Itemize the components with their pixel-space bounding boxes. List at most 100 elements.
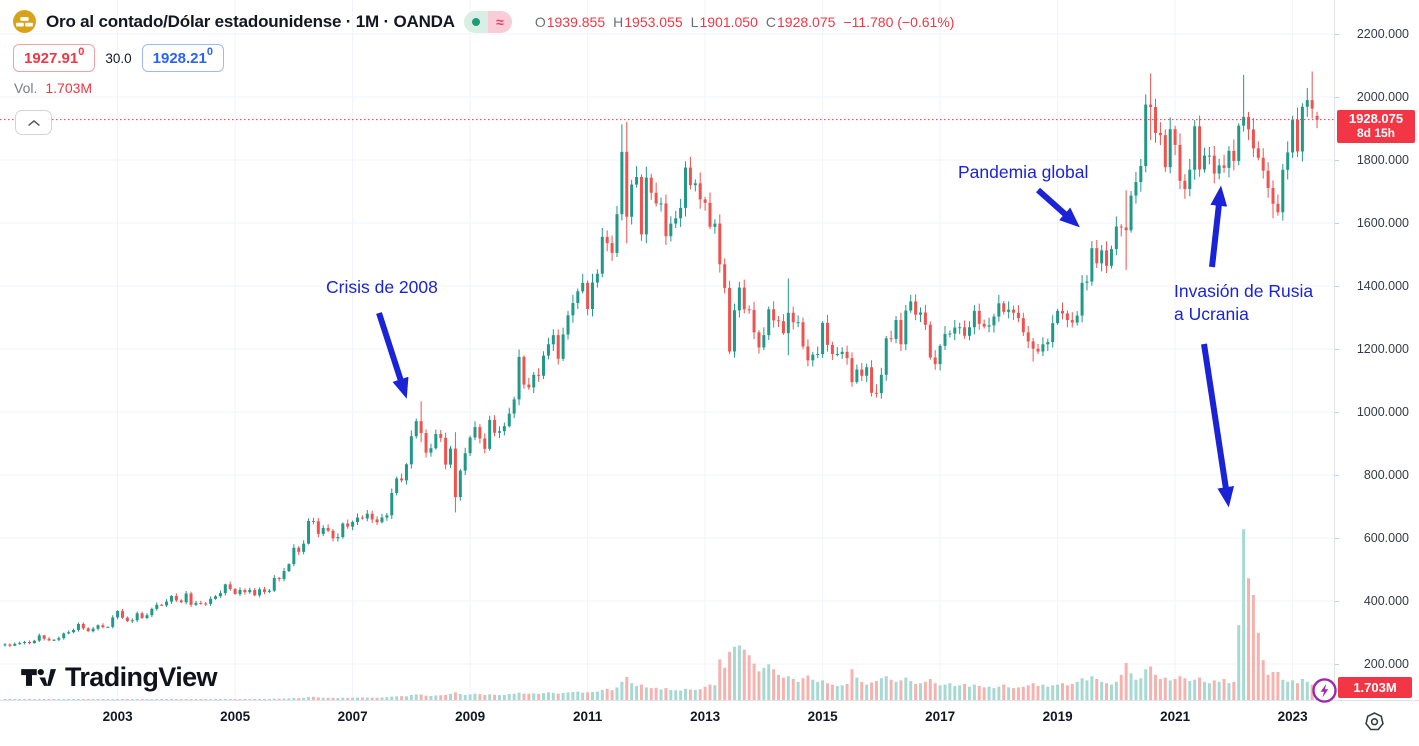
candle[interactable] — [718, 214, 722, 273]
volume-bar[interactable] — [723, 667, 727, 700]
volume-bar[interactable] — [106, 699, 110, 700]
annotation-text-pandemia-global[interactable]: Pandemia global — [958, 161, 1088, 184]
volume-bar[interactable] — [409, 694, 413, 700]
candle[interactable] — [370, 510, 374, 524]
volume-bar[interactable] — [630, 683, 634, 700]
candle[interactable] — [145, 613, 149, 620]
volume-bar[interactable] — [615, 687, 619, 700]
volume-bar[interactable] — [781, 677, 785, 700]
annotation-text-invasion-rusia-ucrania[interactable]: Invasión de Rusia a Ucrania — [1174, 280, 1313, 326]
candle[interactable] — [52, 639, 56, 642]
candle[interactable] — [321, 525, 325, 537]
volume-bar[interactable] — [590, 691, 594, 700]
candle[interactable] — [404, 463, 408, 485]
candle[interactable] — [527, 377, 531, 390]
volume-bar[interactable] — [262, 698, 266, 700]
volume-bar[interactable] — [762, 667, 766, 700]
volume-bar[interactable] — [292, 697, 296, 700]
candle[interactable] — [855, 364, 859, 384]
volume-bar[interactable] — [610, 690, 614, 700]
volume-bar[interactable] — [370, 697, 374, 700]
volume-bar[interactable] — [889, 679, 893, 700]
candle[interactable] — [723, 258, 727, 294]
candle[interactable] — [821, 321, 825, 358]
candle[interactable] — [933, 350, 937, 370]
settings-icon[interactable] — [1361, 709, 1388, 736]
candle[interactable] — [1198, 115, 1202, 177]
volume-bar[interactable] — [468, 694, 472, 700]
candle[interactable] — [478, 424, 482, 444]
candle[interactable] — [1124, 190, 1128, 270]
candle[interactable] — [870, 360, 874, 397]
candle[interactable] — [610, 235, 614, 261]
candle[interactable] — [972, 304, 976, 335]
volume-bar[interactable] — [1291, 680, 1295, 700]
volume-bar[interactable] — [272, 698, 276, 700]
volume-bar[interactable] — [1310, 684, 1314, 700]
volume-bar[interactable] — [845, 683, 849, 700]
candle[interactable] — [1158, 122, 1162, 146]
volume-bar[interactable] — [1305, 681, 1309, 700]
volume-bar[interactable] — [1060, 683, 1064, 700]
candle[interactable] — [125, 616, 129, 623]
candle[interactable] — [42, 634, 46, 641]
volume-bar[interactable] — [747, 655, 751, 700]
volume-bar[interactable] — [811, 679, 815, 700]
volume-bar[interactable] — [512, 693, 516, 700]
volume-bar[interactable] — [419, 694, 423, 700]
volume-bar[interactable] — [18, 699, 22, 700]
volume-bar[interactable] — [37, 699, 41, 700]
volume-bar[interactable] — [1217, 681, 1221, 700]
volume-bar[interactable] — [1129, 673, 1133, 700]
candle[interactable] — [571, 294, 575, 323]
volume-bar[interactable] — [390, 696, 394, 700]
candle[interactable] — [1227, 146, 1231, 178]
volume-bar[interactable] — [556, 693, 560, 700]
candle[interactable] — [1060, 302, 1064, 320]
candle[interactable] — [532, 372, 536, 393]
volume-bar[interactable] — [184, 698, 188, 700]
volume-bar[interactable] — [189, 699, 193, 700]
volume-bar[interactable] — [375, 697, 379, 700]
candle[interactable] — [96, 624, 100, 631]
volume-bar[interactable] — [1075, 681, 1079, 700]
candle[interactable] — [595, 269, 599, 288]
volume-bar[interactable] — [1026, 685, 1030, 700]
candle[interactable] — [1154, 98, 1158, 143]
volume-bar[interactable] — [943, 684, 947, 700]
volume-bar[interactable] — [522, 693, 526, 700]
tradingview-logo[interactable]: TradingView — [20, 662, 218, 693]
candle[interactable] — [816, 346, 820, 359]
volume-bar[interactable] — [463, 694, 467, 700]
candle[interactable] — [473, 421, 477, 441]
volume-bar[interactable] — [258, 698, 262, 700]
candle[interactable] — [1217, 158, 1221, 180]
volume-bar[interactable] — [718, 659, 722, 700]
volume-bar[interactable] — [414, 694, 418, 700]
candle[interactable] — [1085, 275, 1089, 291]
candle[interactable] — [909, 294, 913, 313]
candle[interactable] — [728, 280, 732, 354]
volume-bar[interactable] — [13, 699, 17, 700]
volume-bar[interactable] — [8, 699, 12, 700]
volume-bar[interactable] — [963, 683, 967, 700]
candle[interactable] — [737, 281, 741, 318]
candle[interactable] — [791, 306, 795, 330]
candle[interactable] — [1183, 174, 1187, 199]
volume-bar[interactable] — [919, 683, 923, 700]
volume-bar[interactable] — [1046, 686, 1050, 700]
candle[interactable] — [199, 600, 203, 605]
candle[interactable] — [223, 583, 227, 596]
volume-bar[interactable] — [1198, 677, 1202, 700]
volume-bar[interactable] — [287, 698, 291, 700]
candle[interactable] — [91, 626, 95, 633]
candle[interactable] — [67, 630, 71, 635]
candle[interactable] — [57, 636, 61, 642]
candle[interactable] — [654, 182, 658, 207]
candle[interactable] — [1134, 171, 1138, 204]
candle[interactable] — [316, 518, 320, 538]
volume-bar[interactable] — [160, 699, 164, 700]
candle[interactable] — [1163, 129, 1167, 172]
sell-button[interactable]: 1927.910 — [13, 44, 96, 72]
volume-bar[interactable] — [1281, 679, 1285, 700]
